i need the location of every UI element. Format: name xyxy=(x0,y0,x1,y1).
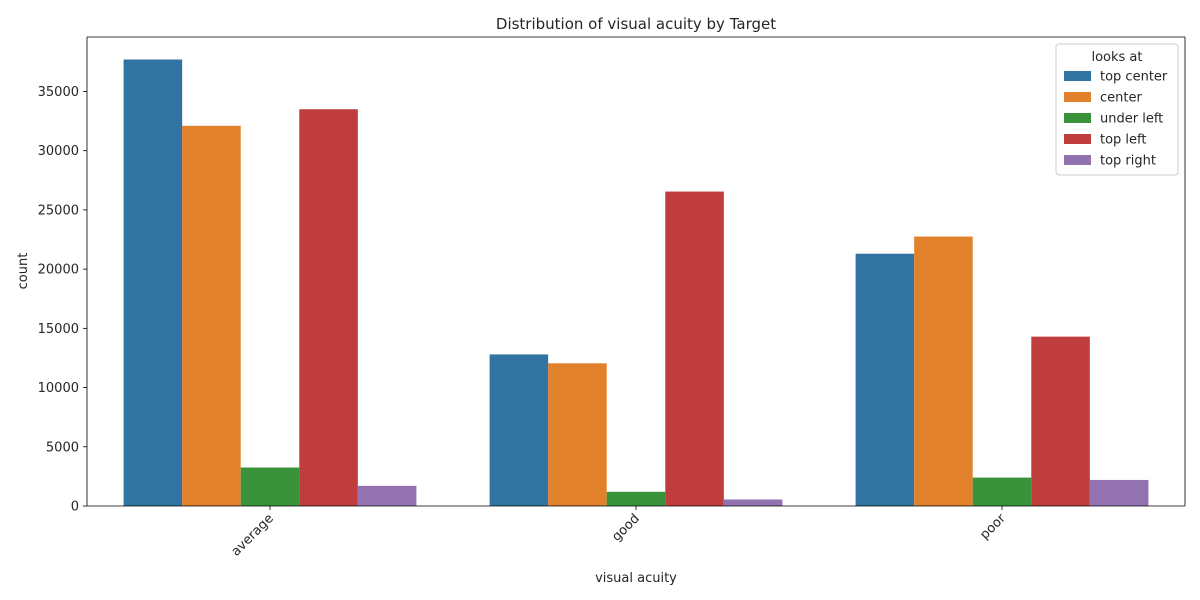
bar-center-poor xyxy=(914,236,973,506)
legend-label-top-left: top left xyxy=(1100,133,1147,148)
legend-swatch-top-center xyxy=(1064,71,1091,81)
y-tick-label: 10000 xyxy=(38,381,79,396)
y-tick-label: 35000 xyxy=(38,85,79,100)
bar-top-left-average xyxy=(299,109,358,507)
bar-center-average xyxy=(182,125,241,506)
bar-top-right-average xyxy=(357,485,417,506)
bar-under-left-good xyxy=(606,491,666,506)
bar-top-left-poor xyxy=(1031,336,1090,506)
bar-top-right-poor xyxy=(1089,479,1149,506)
y-axis-title: count xyxy=(16,253,31,290)
y-tick-label: 15000 xyxy=(38,322,79,337)
y-tick-label: 5000 xyxy=(46,440,79,455)
legend-swatch-top-left xyxy=(1064,134,1091,144)
bar-top-left-good xyxy=(665,191,724,506)
legend-label-under-left: under left xyxy=(1100,112,1163,127)
legend-label-top-center: top center xyxy=(1100,70,1168,85)
bar-center-good xyxy=(548,363,607,506)
legend-title: looks at xyxy=(1091,50,1142,65)
legend-swatch-center xyxy=(1064,92,1091,102)
bar-top-right-good xyxy=(723,499,783,506)
y-tick-label: 20000 xyxy=(38,263,79,278)
bar-top-center-poor xyxy=(855,253,915,506)
bar-top-center-average xyxy=(123,59,183,506)
bars-layer xyxy=(123,59,1149,507)
y-tick-label: 30000 xyxy=(38,144,79,159)
legend-label-center: center xyxy=(1100,91,1142,106)
bar-under-left-poor xyxy=(972,477,1032,506)
legend: looks at top center center under left top le… xyxy=(1055,43,1179,176)
bar-under-left-average xyxy=(240,467,300,506)
bar-top-center-good xyxy=(489,354,549,506)
y-tick-label: 25000 xyxy=(38,203,79,218)
x-axis-title: visual acuity xyxy=(595,571,677,586)
legend-swatch-under-left xyxy=(1064,113,1091,123)
legend-swatch-top-right xyxy=(1064,155,1091,165)
chart-title: Distribution of visual acuity by Target xyxy=(496,15,776,33)
legend-label-top-right: top right xyxy=(1100,154,1156,169)
y-tick-label: 0 xyxy=(71,500,79,515)
